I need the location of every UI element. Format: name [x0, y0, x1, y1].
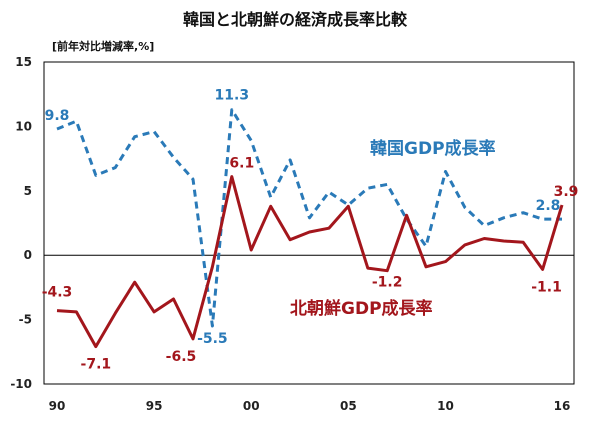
plot-frame — [43, 61, 575, 385]
y-tick-label: -10 — [10, 377, 32, 391]
chart-title: 韓国と北朝鮮の経済成長率比較 — [183, 10, 408, 29]
data-label: 3.9 — [554, 184, 579, 200]
x-axis: 90 95 00 05 10 16 — [49, 399, 571, 413]
x-tick-label: 00 — [243, 399, 260, 413]
data-label: 11.3 — [215, 88, 250, 104]
y-tick-label: 10 — [15, 119, 32, 133]
y-tick-label: 5 — [24, 184, 32, 198]
x-tick-label: 95 — [146, 399, 163, 413]
x-tick-label: 16 — [554, 399, 571, 413]
data-label: -1.1 — [531, 279, 562, 295]
y-axis: 15 10 5 0 -5 -10 — [10, 55, 32, 391]
data-label: 2.8 — [536, 198, 561, 214]
korea-gdp-line — [56, 108, 562, 328]
series-label-north-korea: 北朝鮮GDP成長率 — [290, 298, 433, 319]
x-tick-label: 05 — [340, 399, 357, 413]
y-tick-label: 15 — [15, 55, 32, 69]
north-korea-gdp-line — [56, 175, 564, 349]
y-tick-label: 0 — [24, 248, 32, 262]
data-label: 6.1 — [229, 156, 254, 172]
data-label: 9.8 — [45, 108, 70, 124]
series-layer — [56, 108, 564, 349]
y-axis-label: [前年対比増減率,%] — [52, 39, 154, 53]
series-label-korea: 韓国GDP成長率 — [370, 138, 496, 159]
y-tick-label: -5 — [19, 313, 32, 327]
data-label: -4.3 — [42, 285, 73, 301]
data-labels: 9.8 -5.5 11.3 2.8 -4.3 -7.1 -6.5 6.1 -1.2 -1.1 3.9 — [42, 88, 579, 373]
data-label: -7.1 — [81, 357, 112, 373]
x-tick-label: 90 — [49, 399, 66, 413]
data-label: -6.5 — [166, 349, 197, 365]
data-label: -1.2 — [372, 275, 403, 291]
x-tick-label: 10 — [437, 399, 454, 413]
data-label: -5.5 — [197, 331, 228, 347]
